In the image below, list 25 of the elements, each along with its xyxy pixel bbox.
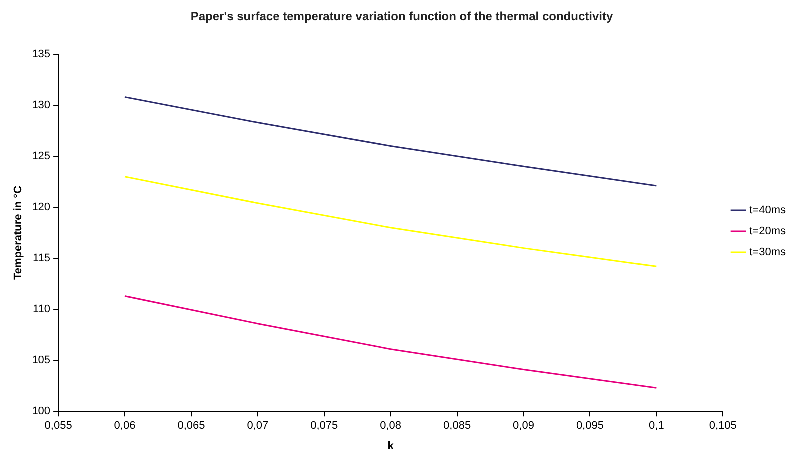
legend-label: t=40ms bbox=[750, 204, 786, 217]
x-tick-label: 0,06 bbox=[114, 420, 136, 432]
x-tick-label: 0,055 bbox=[44, 420, 72, 432]
y-tick-label: 130 bbox=[32, 99, 51, 112]
x-axis-title: k bbox=[388, 440, 395, 452]
legend-label: t=20ms bbox=[750, 226, 786, 238]
x-tick-label: 0,095 bbox=[576, 420, 604, 432]
x-tick-label: 0,075 bbox=[310, 420, 338, 432]
y-tick-label: 120 bbox=[32, 202, 51, 214]
x-tick-label: 0,08 bbox=[380, 420, 402, 432]
x-tick-label: 0,085 bbox=[444, 420, 472, 432]
y-axis-title: Temperature in °C bbox=[12, 186, 25, 280]
x-tick-label: 0,07 bbox=[247, 420, 269, 432]
y-tick-label: 110 bbox=[33, 304, 51, 316]
legend-label: t=30ms bbox=[750, 246, 786, 259]
x-tick-label: 0,09 bbox=[513, 420, 534, 432]
y-tick-label: 100 bbox=[32, 406, 51, 418]
chart-title: Paper's surface temperature variation function of the thermal conductivity bbox=[190, 10, 614, 24]
x-tick-label: 0,065 bbox=[178, 420, 206, 432]
y-tick-label: 105 bbox=[32, 354, 51, 367]
x-tick-label: 0,105 bbox=[709, 420, 737, 432]
y-tick-label: 135 bbox=[32, 48, 51, 60]
y-tick-label: 115 bbox=[33, 252, 51, 265]
x-tick-label: 0,1 bbox=[649, 420, 664, 432]
y-tick-label: 125 bbox=[32, 150, 51, 162]
